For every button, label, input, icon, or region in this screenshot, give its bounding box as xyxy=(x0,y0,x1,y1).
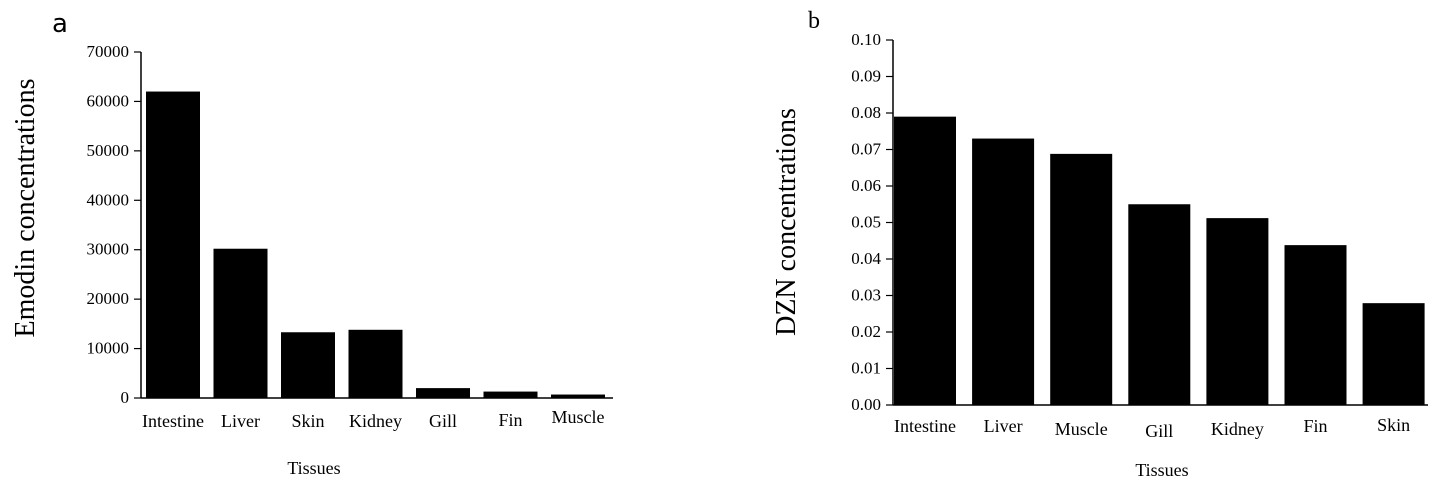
x-tick-label: Gill xyxy=(1145,421,1173,441)
x-tick-label: Skin xyxy=(291,411,324,431)
x-axis-label-b: Tissues xyxy=(1135,460,1188,480)
x-tick-label: Liver xyxy=(221,411,260,431)
y-tick-label: 0 xyxy=(121,388,130,407)
y-axis-label-a: Emodin concentrations xyxy=(10,79,41,338)
y-tick-label: 0.02 xyxy=(851,322,881,341)
bar-kidney xyxy=(1206,218,1269,405)
bar-skin xyxy=(1362,303,1425,405)
x-tick-label: Muscle xyxy=(552,407,605,427)
bar-fin xyxy=(483,391,538,398)
x-tick-label: Muscle xyxy=(1055,419,1108,439)
x-tick-label: Fin xyxy=(498,410,522,430)
x-tick-label: Skin xyxy=(1377,415,1410,435)
x-tick-label: Kidney xyxy=(349,411,402,431)
panel-label-a: a xyxy=(52,9,68,39)
bar-kidney xyxy=(348,329,403,398)
bar-intestine xyxy=(894,116,956,406)
x-tick-label: Gill xyxy=(429,411,457,431)
x-tick-label: Intestine xyxy=(894,416,956,436)
y-tick-label: 40000 xyxy=(87,190,130,209)
y-tick-label: 0.03 xyxy=(851,286,881,305)
y-tick-label: 0.05 xyxy=(851,213,881,232)
bar-muscle xyxy=(551,394,605,398)
y-tick-label: 0.10 xyxy=(851,30,881,49)
y-tick-label: 50000 xyxy=(87,141,130,160)
y-tick-label: 0.04 xyxy=(851,249,881,268)
chart-panel-a: a Emodin concentrations Tissues 0 10000 20… xyxy=(10,9,613,478)
bar-intestine xyxy=(146,91,200,399)
bar-fin xyxy=(1284,245,1347,405)
x-tick-label: Liver xyxy=(984,416,1023,436)
y-tick-label: 60000 xyxy=(87,91,130,110)
y-tick-label: 0.06 xyxy=(851,176,881,195)
y-tick-label: 20000 xyxy=(87,289,130,308)
bar-liver xyxy=(972,138,1035,406)
y-tick-label: 0.09 xyxy=(851,67,881,86)
chart-panel-b: b DZN concentrations Tissues 0.00 0.01 0.0… xyxy=(771,8,1428,480)
y-tick-label: 0.08 xyxy=(851,103,881,122)
y-tick-label: 0.07 xyxy=(851,140,881,159)
bar-liver xyxy=(213,248,268,398)
x-tick-label: Fin xyxy=(1303,416,1327,436)
y-tick-label: 0.00 xyxy=(851,395,881,414)
y-tick-label: 10000 xyxy=(87,339,130,358)
x-tick-label: Kidney xyxy=(1211,419,1264,439)
y-tick-label: 0.01 xyxy=(851,359,881,378)
x-tick-label: Intestine xyxy=(142,411,204,431)
y-tick-label: 70000 xyxy=(87,42,130,61)
bar-skin xyxy=(281,332,335,398)
y-tick-label: 30000 xyxy=(87,240,130,259)
bar-gill xyxy=(1128,204,1191,405)
x-axis-label-a: Tissues xyxy=(287,458,340,478)
bar-muscle xyxy=(1050,153,1113,405)
y-axis-label-b: DZN concentrations xyxy=(771,108,802,336)
bar-gill xyxy=(416,388,470,398)
panel-label-b: b xyxy=(808,8,820,34)
